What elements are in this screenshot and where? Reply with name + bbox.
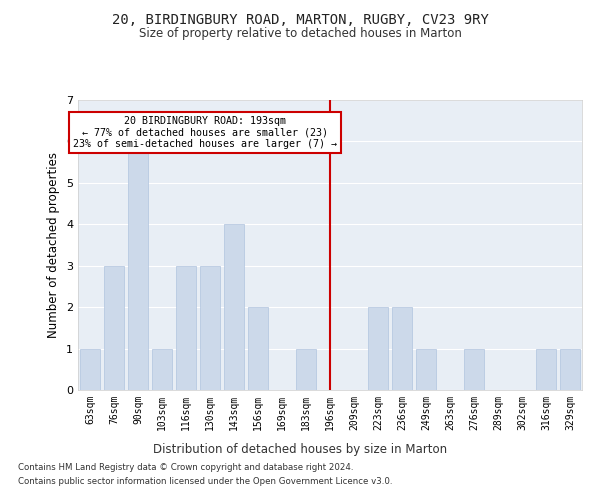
Text: 20 BIRDINGBURY ROAD: 193sqm
← 77% of detached houses are smaller (23)
23% of sem: 20 BIRDINGBURY ROAD: 193sqm ← 77% of det… <box>73 116 337 149</box>
Bar <box>104 266 124 390</box>
Text: Contains public sector information licensed under the Open Government Licence v3: Contains public sector information licen… <box>18 477 392 486</box>
Bar <box>152 348 172 390</box>
Text: Distribution of detached houses by size in Marton: Distribution of detached houses by size … <box>153 442 447 456</box>
Text: Contains HM Land Registry data © Crown copyright and database right 2024.: Contains HM Land Registry data © Crown c… <box>18 464 353 472</box>
Bar <box>80 348 100 390</box>
Bar <box>560 348 580 390</box>
Bar <box>176 266 196 390</box>
Bar <box>128 142 148 390</box>
Bar <box>392 307 412 390</box>
Bar <box>200 266 220 390</box>
Text: 20, BIRDINGBURY ROAD, MARTON, RUGBY, CV23 9RY: 20, BIRDINGBURY ROAD, MARTON, RUGBY, CV2… <box>112 12 488 26</box>
Bar <box>224 224 244 390</box>
Bar <box>416 348 436 390</box>
Y-axis label: Number of detached properties: Number of detached properties <box>47 152 61 338</box>
Bar <box>248 307 268 390</box>
Bar <box>464 348 484 390</box>
Bar <box>368 307 388 390</box>
Text: Size of property relative to detached houses in Marton: Size of property relative to detached ho… <box>139 28 461 40</box>
Bar <box>536 348 556 390</box>
Bar <box>296 348 316 390</box>
